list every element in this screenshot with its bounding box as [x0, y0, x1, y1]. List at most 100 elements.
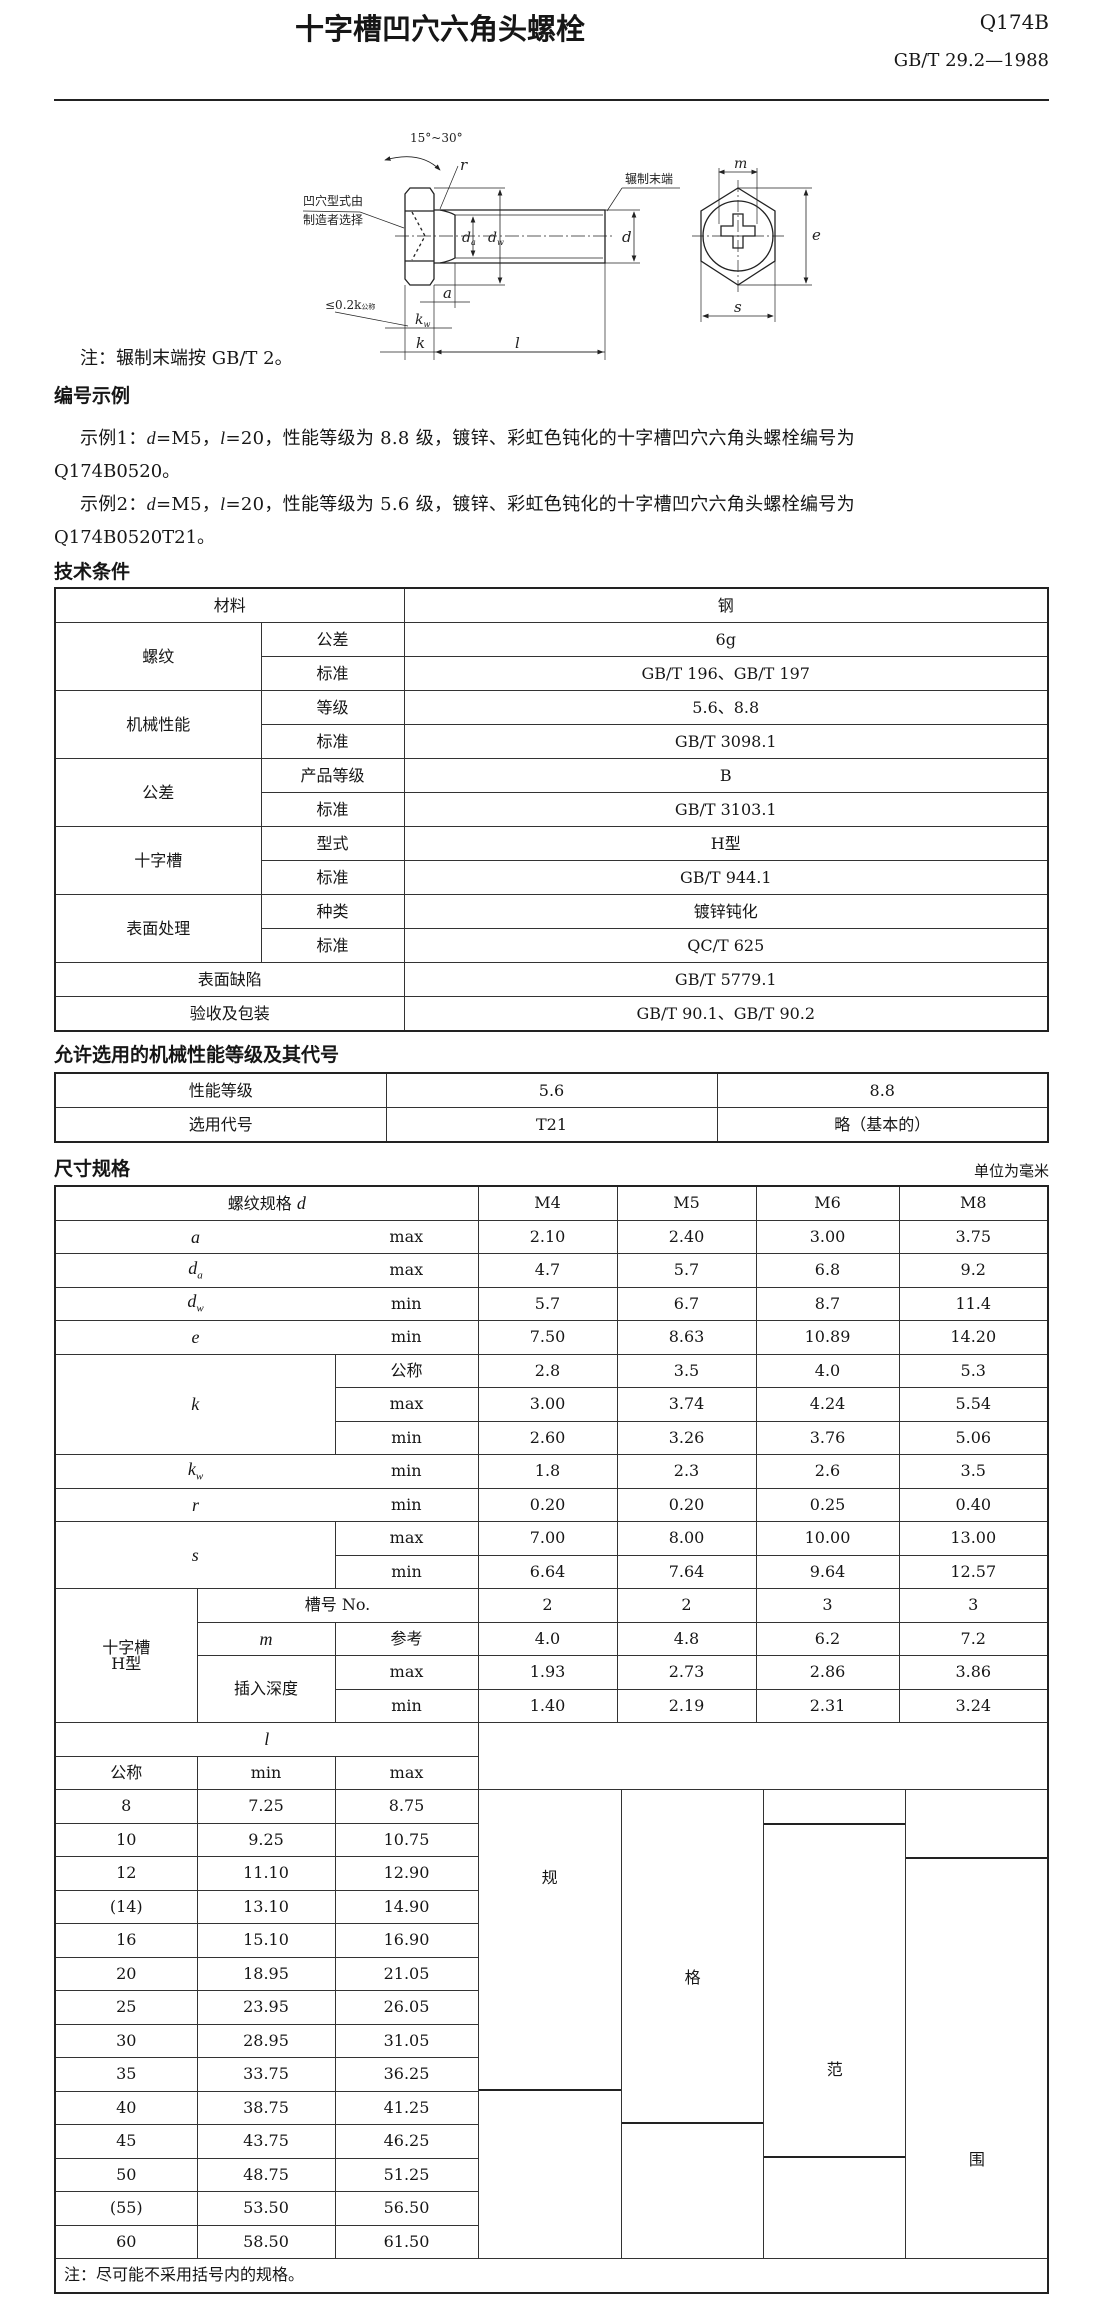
length-max: 14.90 — [334, 1889, 479, 1924]
table-row: 45 43.75 46.25 — [54, 2124, 1048, 2159]
examples-heading: 编号示例 — [54, 385, 131, 407]
length-max: 26.05 — [334, 1990, 479, 2025]
qualifier: max — [334, 1387, 479, 1422]
cell: 表面处理 — [54, 894, 262, 963]
table-row: 8 7.25 8.75 规格范围 — [54, 1789, 1049, 2259]
length-min: 11.10 — [196, 1856, 336, 1891]
figure-note: 注：辗制末端按 GB/T 2。 — [80, 348, 293, 369]
length-max: 41.25 — [334, 2090, 479, 2125]
value-cell: 2.40 — [616, 1219, 757, 1254]
cell: 种类 — [260, 894, 405, 929]
length-min-header: min — [196, 1755, 336, 1790]
value-cell: 6.64 — [477, 1554, 618, 1589]
table-row: 20 18.95 21.05 — [54, 1956, 1048, 1991]
cell: 5.6、8.8 — [403, 690, 1049, 725]
cell: 螺纹 — [54, 622, 262, 691]
length-nominal: 10 — [54, 1822, 198, 1857]
cell: 5.6 — [385, 1072, 718, 1108]
cross-recess-label: 十字槽 H型 — [54, 1588, 198, 1723]
value-cell: 8.7 — [755, 1286, 900, 1321]
value-cell: 2.60 — [477, 1420, 618, 1455]
range-area: 规格范围 — [477, 1789, 1049, 2259]
value-cell: 2.31 — [755, 1688, 900, 1723]
qualifier: max — [334, 1521, 479, 1556]
value-cell: 8.00 — [616, 1521, 757, 1556]
table-row: 插入深度 max 1.93 2.73 2.86 3.86 — [55, 1655, 1049, 1723]
value-cell: 0.20 — [616, 1487, 757, 1522]
value-cell: 2.10 — [477, 1219, 618, 1254]
value-cell: 5.3 — [898, 1353, 1049, 1388]
length-nominal: 20 — [54, 1956, 198, 1991]
value-cell: 3 — [898, 1588, 1049, 1623]
value-cell: 3 — [755, 1588, 900, 1623]
e-label: e — [812, 226, 821, 244]
length-max: 46.25 — [334, 2124, 479, 2159]
cell: 验收及包装 — [54, 996, 405, 1032]
length-min: 13.10 — [196, 1889, 336, 1924]
qualifier: max — [335, 1219, 479, 1254]
value-cell: 2.3 — [616, 1454, 757, 1489]
range-column-M6: 范 — [762, 1790, 906, 2258]
length-min: 28.95 — [196, 2023, 336, 2058]
recess-note-1: 凹穴型式由 — [303, 193, 363, 208]
table-row: 10 9.25 10.75 — [54, 1822, 1048, 1857]
cell: GB/T 196、GB/T 197 — [403, 656, 1049, 691]
length-nominal: 50 — [54, 2157, 198, 2192]
value-cell: 3.5 — [898, 1454, 1049, 1489]
angle-label: 15°~30° — [410, 131, 463, 145]
range-label: 规 — [541, 1868, 558, 1887]
length-nominal-header: 公称 — [54, 1755, 198, 1790]
cell: GB/T 3103.1 — [403, 792, 1049, 827]
cell: 标准 — [260, 724, 405, 759]
cell: 6g — [403, 622, 1049, 657]
table-row: a max 2.10 2.40 3.00 3.75 — [54, 1219, 1049, 1254]
m-label: m — [734, 156, 747, 172]
bolt-drawing: 15°~30° r 凹穴型式由 制造者选择 辗制末端 d da dw a ≤0.… — [302, 131, 821, 360]
length-max: 10.75 — [334, 1822, 479, 1857]
qualifier: 插入深度 — [196, 1655, 336, 1723]
qualifier: max — [334, 1655, 479, 1690]
cell: B — [403, 758, 1049, 793]
value-cell: 2.73 — [616, 1655, 757, 1690]
symbol: da — [54, 1253, 335, 1288]
table-row: da max 4.7 5.7 6.8 9.2 — [54, 1253, 1049, 1288]
example-2-code: Q174B0520T21。 — [54, 527, 216, 548]
value-cell: 0.25 — [755, 1487, 900, 1522]
table-row: min 1.40 2.19 2.31 3.24 — [55, 1688, 1049, 1723]
cell: 标准 — [260, 792, 405, 827]
length-max: 36.25 — [334, 2057, 479, 2092]
table-row: 30 28.95 31.05 — [54, 2023, 1048, 2058]
cell: 型式 — [260, 826, 405, 861]
length-nominal: 25 — [54, 1990, 198, 2025]
value-cell: 1.8 — [477, 1454, 618, 1489]
value-cell: 2.19 — [616, 1688, 757, 1723]
value-cell: 2 — [616, 1588, 757, 1623]
grades-table: 性能等级 5.6 8.8 选用代号 T21 略（基本的） — [54, 1072, 1049, 1143]
length-nominal: 35 — [54, 2057, 198, 2092]
cell: GB/T 3098.1 — [403, 724, 1049, 759]
value-cell: 5.7 — [477, 1286, 618, 1321]
length-min: 15.10 — [196, 1923, 336, 1958]
value-cell: 10.00 — [755, 1521, 900, 1556]
length-max: 51.25 — [334, 2157, 479, 2192]
tech-heading: 技术条件 — [54, 561, 131, 583]
symbol: kw — [54, 1454, 335, 1489]
value-cell: 6.8 — [755, 1253, 900, 1288]
value-cell: 7.50 — [477, 1320, 618, 1355]
range-column-M8: 围 — [904, 1790, 1048, 2258]
chamfer-label: ≤0.2k公称 — [325, 298, 375, 312]
table-note: 注：尽可能不采用括号内的规格。 — [54, 2258, 1049, 2293]
length-min: 43.75 — [196, 2124, 336, 2159]
dimensions-table: 螺纹规格 d M4 M5 M6 M8 a max 2.10 2.40 3.00 3.75 da m… — [54, 1185, 1049, 2294]
value-cell: 9.2 — [898, 1253, 1049, 1288]
tech-conditions-table: 材料钢 螺纹 公差 6g 标准 GB/T 196、GB/T 197 机械性能 等级 5.6… — [54, 587, 1049, 1032]
table-row: kw min 1.8 2.3 2.6 3.5 — [54, 1454, 1049, 1489]
cell: 标准 — [260, 928, 405, 963]
value-cell: 2.8 — [477, 1353, 618, 1388]
length-nominal: 30 — [54, 2023, 198, 2058]
value-cell: 4.0 — [477, 1621, 618, 1656]
cell: 略（基本的） — [716, 1107, 1049, 1143]
table-row: m 参考 4.0 4.8 6.2 7.2 — [55, 1621, 1049, 1656]
kw-label: kw — [415, 312, 430, 329]
